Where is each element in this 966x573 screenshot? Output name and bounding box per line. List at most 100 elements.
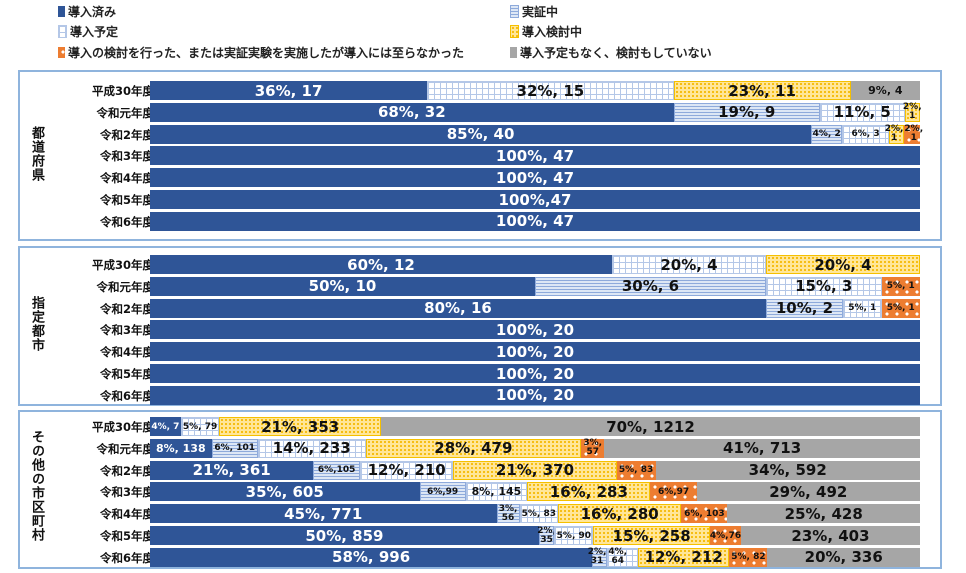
bar-row: 80%, 16 10%, 2 5%, 1 5%, 1 <box>150 298 920 318</box>
row-label: 令和元年度 <box>96 105 155 120</box>
legend-label: 実証中 <box>522 5 559 19</box>
data-label: 5%, 1 <box>886 281 915 292</box>
bar-row: 58%, 996 2%, 31 4%, 64 12%, 212 5%, 82 20%, 3… <box>150 547 920 567</box>
bar-segment: 4%, 2 <box>811 124 843 144</box>
data-label: 60%, 12 <box>347 255 415 274</box>
bar-segment: 100%,47 <box>150 190 920 209</box>
data-label: 2%, 1 <box>884 124 904 144</box>
bar-segment: 2%, 1 <box>902 102 922 122</box>
bar-row: 45%, 771 3%, 56 5%, 83 16%, 280 6%, 103 25%, … <box>150 504 920 524</box>
bar-row: 60%, 12 20%, 4 20%, 4 <box>150 255 920 274</box>
bar-segment: 20%, 4 <box>612 255 766 274</box>
bar-segment: 70%, 1212 <box>380 417 920 436</box>
data-label: 23%, 403 <box>791 526 870 545</box>
bar-row: 100%, 20 <box>150 342 920 362</box>
bar-segment: 6%, 101 <box>211 438 258 458</box>
bar-row: 100%, 20 <box>150 385 920 405</box>
data-label: 36%, 17 <box>254 81 323 100</box>
bar-segment: 100%, 47 <box>150 168 920 188</box>
data-label: 21%, 361 <box>192 461 271 480</box>
bar-segment: 100%, 20 <box>150 364 920 383</box>
panel-title: その他の市区町村 <box>29 429 44 542</box>
data-label: 21%, 370 <box>495 461 575 480</box>
bar-segment: 30%, 6 <box>535 276 766 296</box>
bar-segment: 4%,76 <box>710 526 741 545</box>
data-label: 68%, 32 <box>377 103 446 122</box>
row-label: 平成30年度 <box>91 258 154 272</box>
bar-row: 100%, 47 <box>150 168 920 188</box>
data-label: 2%, 1 <box>902 102 922 122</box>
data-label: 11%, 5 <box>833 103 891 122</box>
bar-segment: 100%, 47 <box>150 146 920 166</box>
row-label: 令和4年度 <box>99 507 154 522</box>
bar-segment: 100%, 47 <box>150 211 920 231</box>
data-label: 32%, 15 <box>516 81 585 100</box>
data-label: 58%, 996 <box>332 548 411 567</box>
bar-segment: 6%,99 <box>419 482 466 502</box>
legend-item: 導入済み <box>58 3 116 20</box>
bar-segment: 21%, 361 <box>150 460 314 480</box>
bar-segment: 20%, 336 <box>767 547 920 567</box>
data-label: 2%, 31 <box>587 547 607 567</box>
data-label: 21%, 353 <box>261 417 340 436</box>
data-label: 6%, 101 <box>214 443 255 454</box>
bar-row: 4%, 7 5%, 79 21%, 353 70%, 1212 <box>150 417 920 436</box>
bar-segment: 28%, 479 <box>365 438 582 458</box>
bar-segment: 2%, 1 <box>904 124 923 144</box>
row-label: 令和3年度 <box>99 485 154 500</box>
bar-row: 100%, 20 <box>150 320 920 340</box>
bar-segment: 68%, 32 <box>150 102 674 122</box>
row-label: 令和5年度 <box>99 529 154 543</box>
legend-item: 実証中 <box>510 3 558 20</box>
legend-item: 導入予定 <box>58 23 118 40</box>
data-label: 100%, 20 <box>495 386 575 405</box>
data-label: 34%, 592 <box>748 461 827 480</box>
data-label: 12%, 212 <box>644 548 723 567</box>
data-label: 30%, 6 <box>621 277 680 296</box>
bar-segment: 15%, 258 <box>593 526 710 545</box>
data-label: 12%, 210 <box>367 461 446 480</box>
data-label: 5%, 79 <box>182 421 218 432</box>
bar-segment: 5%, 1 <box>881 276 920 296</box>
bar-row: 50%, 10 30%, 6 15%, 3 5%, 1 <box>150 276 920 296</box>
bar-segment: 14%, 233 <box>257 438 366 458</box>
row-label: 令和5年度 <box>99 367 154 381</box>
panel: 指定都市 平成30年度 60%, 12 20%, 4 20%, 4 令和元年度 50%, 1… <box>18 246 942 406</box>
data-label: 23%, 11 <box>728 81 796 100</box>
data-label: 3%, 57 <box>583 438 603 458</box>
data-label: 20%, 4 <box>660 255 718 274</box>
bar-row: 36%, 17 32%, 15 23%, 11 9%, 4 <box>150 81 920 100</box>
row-label: 平成30年度 <box>91 420 154 434</box>
bar-segment: 34%, 592 <box>655 460 920 480</box>
data-label: 100%, 20 <box>495 342 575 361</box>
data-label: 19%, 9 <box>718 103 776 122</box>
row-label: 令和元年度 <box>96 279 155 294</box>
data-label: 4%, 7 <box>151 421 180 432</box>
bar-segment: 9%, 4 <box>850 81 920 100</box>
panel-title: 都道府県 <box>29 125 44 182</box>
bar-row: 35%, 605 6%,99 8%, 145 16%, 283 6%,97 29%, 49… <box>150 482 920 502</box>
bar-segment: 16%, 283 <box>527 482 651 502</box>
data-label: 6%,105 <box>317 465 356 476</box>
bar-segment: 21%, 370 <box>453 460 617 480</box>
data-label: 8%, 145 <box>471 485 522 499</box>
row-label: 令和6年度 <box>99 550 154 565</box>
data-label: 20%, 4 <box>814 255 872 274</box>
data-label: 35%, 605 <box>245 482 324 501</box>
data-label: 5%, 82 <box>731 552 766 563</box>
data-label: 80%, 16 <box>424 299 492 318</box>
row-label: 令和6年度 <box>99 388 154 403</box>
legend-swatch <box>510 5 519 18</box>
bar-row: 50%, 859 2%, 35 5%, 90 15%, 258 4%,76 23%, 40… <box>150 526 920 545</box>
bar-segment: 8%, 138 <box>150 438 212 458</box>
bar-segment: 50%, 859 <box>150 526 539 545</box>
bar-row: 21%, 361 6%,105 12%, 210 21%, 370 5%, 83 34%,… <box>150 460 920 480</box>
panel-title: 指定都市 <box>29 296 44 352</box>
bar-segment: 36%, 17 <box>150 81 428 100</box>
data-label: 6%,99 <box>426 486 459 497</box>
data-label: 6%,97 <box>657 486 690 497</box>
legend-item: 導入予定もなく、検討もしていない <box>510 44 712 61</box>
bar-segment: 4%, 7 <box>150 417 181 436</box>
bar-segment: 12%, 212 <box>637 547 730 567</box>
legend-swatch <box>510 25 519 38</box>
